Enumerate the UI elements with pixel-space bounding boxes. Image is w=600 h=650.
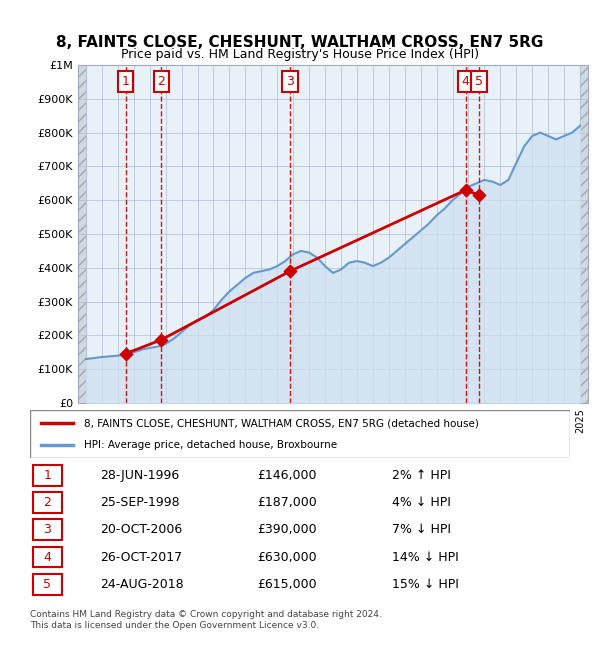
- Text: 5: 5: [475, 75, 483, 88]
- Text: Price paid vs. HM Land Registry's House Price Index (HPI): Price paid vs. HM Land Registry's House …: [121, 48, 479, 61]
- Text: 4: 4: [461, 75, 470, 88]
- Text: HPI: Average price, detached house, Broxbourne: HPI: Average price, detached house, Brox…: [84, 439, 337, 450]
- Point: [474, 190, 484, 200]
- FancyBboxPatch shape: [33, 519, 62, 540]
- Text: 25-SEP-1998: 25-SEP-1998: [100, 496, 180, 509]
- Text: 28-JUN-1996: 28-JUN-1996: [100, 469, 179, 482]
- Text: 1: 1: [122, 75, 130, 88]
- Point: [285, 266, 295, 276]
- Text: 4% ↓ HPI: 4% ↓ HPI: [392, 496, 451, 509]
- Text: 2: 2: [43, 496, 51, 509]
- Bar: [580, 65, 588, 403]
- Text: £630,000: £630,000: [257, 551, 316, 564]
- Text: 4: 4: [43, 551, 51, 564]
- Bar: [580, 65, 588, 403]
- Text: Contains HM Land Registry data © Crown copyright and database right 2024.: Contains HM Land Registry data © Crown c…: [30, 610, 382, 619]
- Bar: [78, 65, 86, 403]
- Text: 8, FAINTS CLOSE, CHESHUNT, WALTHAM CROSS, EN7 5RG (detached house): 8, FAINTS CLOSE, CHESHUNT, WALTHAM CROSS…: [84, 418, 479, 428]
- Point: [121, 348, 130, 359]
- Text: 20-OCT-2006: 20-OCT-2006: [100, 523, 182, 536]
- FancyBboxPatch shape: [33, 465, 62, 486]
- Text: £615,000: £615,000: [257, 578, 316, 591]
- Text: 14% ↓ HPI: 14% ↓ HPI: [392, 551, 458, 564]
- FancyBboxPatch shape: [33, 547, 62, 567]
- Text: £187,000: £187,000: [257, 496, 317, 509]
- Point: [461, 185, 470, 195]
- Text: 1: 1: [43, 469, 51, 482]
- Text: 3: 3: [286, 75, 294, 88]
- FancyBboxPatch shape: [33, 574, 62, 595]
- Text: 7% ↓ HPI: 7% ↓ HPI: [392, 523, 451, 536]
- Text: 24-AUG-2018: 24-AUG-2018: [100, 578, 184, 591]
- Text: 3: 3: [43, 523, 51, 536]
- Text: 8, FAINTS CLOSE, CHESHUNT, WALTHAM CROSS, EN7 5RG: 8, FAINTS CLOSE, CHESHUNT, WALTHAM CROSS…: [56, 34, 544, 50]
- Text: This data is licensed under the Open Government Licence v3.0.: This data is licensed under the Open Gov…: [30, 621, 319, 630]
- Text: 15% ↓ HPI: 15% ↓ HPI: [392, 578, 458, 591]
- Text: 5: 5: [43, 578, 51, 591]
- Text: 2: 2: [157, 75, 165, 88]
- Text: 26-OCT-2017: 26-OCT-2017: [100, 551, 182, 564]
- Text: £146,000: £146,000: [257, 469, 316, 482]
- Text: £390,000: £390,000: [257, 523, 316, 536]
- FancyBboxPatch shape: [33, 492, 62, 513]
- Text: 2% ↑ HPI: 2% ↑ HPI: [392, 469, 451, 482]
- Point: [157, 335, 166, 345]
- FancyBboxPatch shape: [30, 410, 570, 458]
- Bar: [78, 65, 86, 403]
